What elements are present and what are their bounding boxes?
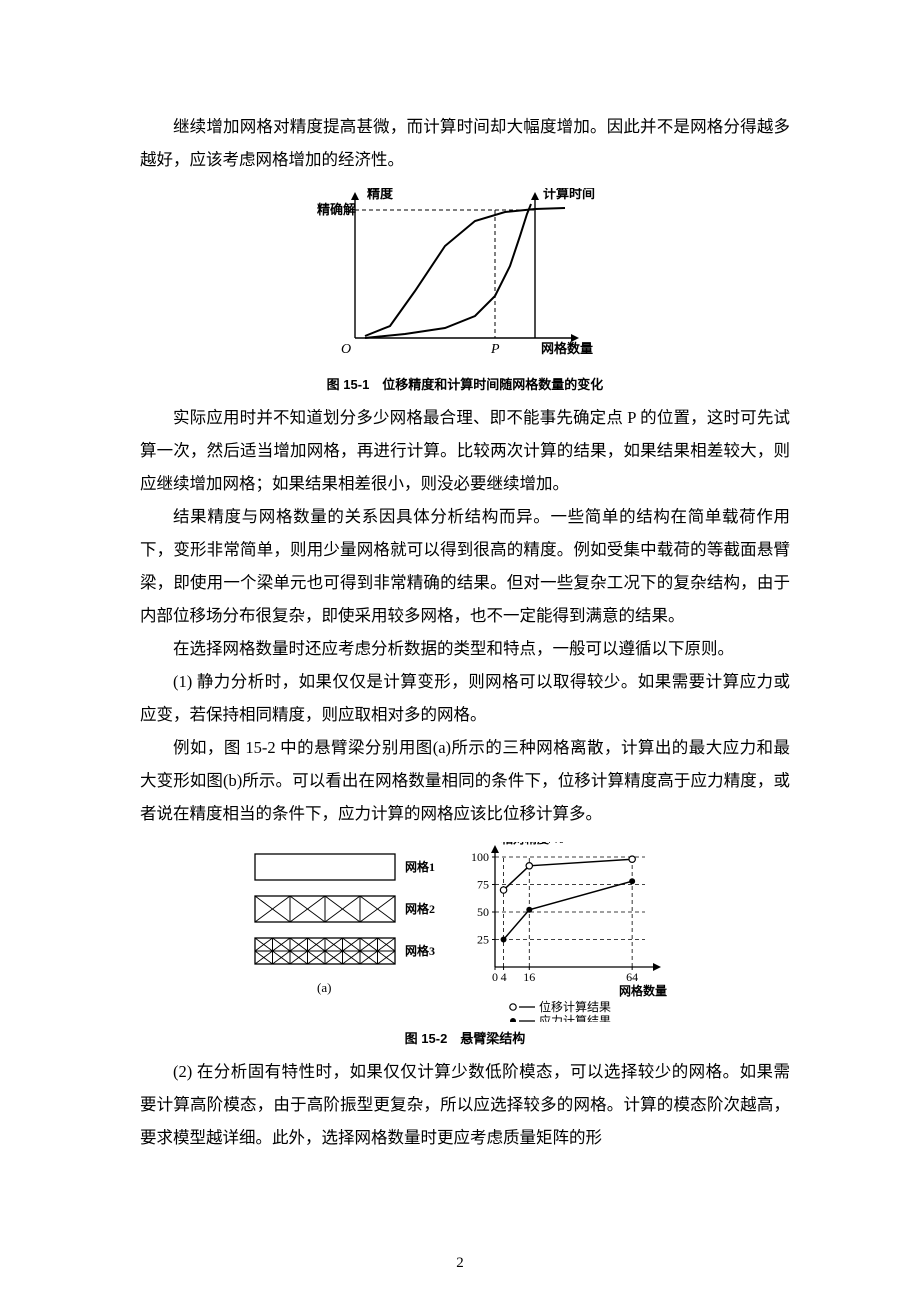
svg-text:精度: 精度: [367, 188, 394, 201]
svg-text:O: O: [341, 342, 351, 357]
svg-text:25: 25: [477, 933, 489, 947]
svg-text:4: 4: [501, 970, 507, 984]
svg-text:精确解: 精确解: [317, 202, 356, 217]
figure-15-1-caption: 图 15-1 位移精度和计算时间随网格数量的变化: [327, 374, 604, 393]
para-2: 实际应用时并不知道划分多少网格最合理、即不能事先确定点 P 的位置，这时可先试算…: [140, 401, 790, 500]
svg-text:16: 16: [523, 970, 535, 984]
svg-text:相对精度/%: 相对精度/%: [501, 842, 564, 846]
para-5: (1) 静力分析时，如果仅仅是计算变形，则网格可以取得较少。如果需要计算应力或应…: [140, 665, 790, 731]
para-6: 例如，图 15-2 中的悬臂梁分别用图(a)所示的三种网格离散，计算出的最大应力…: [140, 731, 790, 830]
svg-text:0: 0: [492, 970, 498, 984]
para-7: (2) 在分析固有特性时，如果仅仅计算少数低阶模态，可以选择较少的网格。如果需要…: [140, 1055, 790, 1154]
svg-text:网格3: 网格3: [405, 943, 435, 958]
figure-15-2-svg: 网格1 网格2 网格3 (a) 25 50 75 100 04 16 64 相对精度/% 网格数量位移计…: [235, 842, 695, 1022]
svg-text:应力计算结果: 应力计算结果: [539, 1013, 611, 1022]
svg-text:75: 75: [477, 878, 489, 892]
svg-text:位移计算结果: 位移计算结果: [539, 999, 611, 1014]
svg-text:P: P: [490, 342, 500, 357]
svg-text:50: 50: [477, 905, 489, 919]
svg-text:网格2: 网格2: [405, 901, 435, 916]
page: 继续增加网格对精度提高甚微，而计算时间却大幅度增加。因此并不是网格分得越多越好，…: [0, 0, 920, 1302]
svg-text:网格数量: 网格数量: [619, 983, 667, 998]
figure-15-1: 精度 计算时间精确解 O P 网格数量 图 15-1 位移精度和计算时间随网格数量的变化: [140, 188, 790, 393]
svg-text:网格1: 网格1: [405, 859, 435, 874]
svg-text:计算时间: 计算时间: [543, 188, 595, 201]
svg-text:网格数量: 网格数量: [541, 341, 593, 356]
para-intro: 继续增加网格对精度提高甚微，而计算时间却大幅度增加。因此并不是网格分得越多越好，…: [140, 110, 790, 176]
para-4: 在选择网格数量时还应考虑分析数据的类型和特点，一般可以遵循以下原则。: [140, 632, 790, 665]
figure-15-2-caption: 图 15-2 悬臂梁结构: [405, 1028, 526, 1047]
figure-15-2: 网格1 网格2 网格3 (a) 25 50 75 100 04 16 64 相对精度/% 网格数量位移计…: [140, 842, 790, 1047]
para-3: 结果精度与网格数量的关系因具体分析结构而异。一些简单的结构在简单载荷作用下，变形…: [140, 500, 790, 632]
svg-text:100: 100: [471, 850, 489, 864]
figure-15-1-svg: 精度 计算时间精确解 O P 网格数量: [315, 188, 615, 368]
svg-text:(a): (a): [317, 980, 331, 995]
page-number: 2: [0, 1255, 920, 1272]
svg-text:64: 64: [626, 970, 638, 984]
